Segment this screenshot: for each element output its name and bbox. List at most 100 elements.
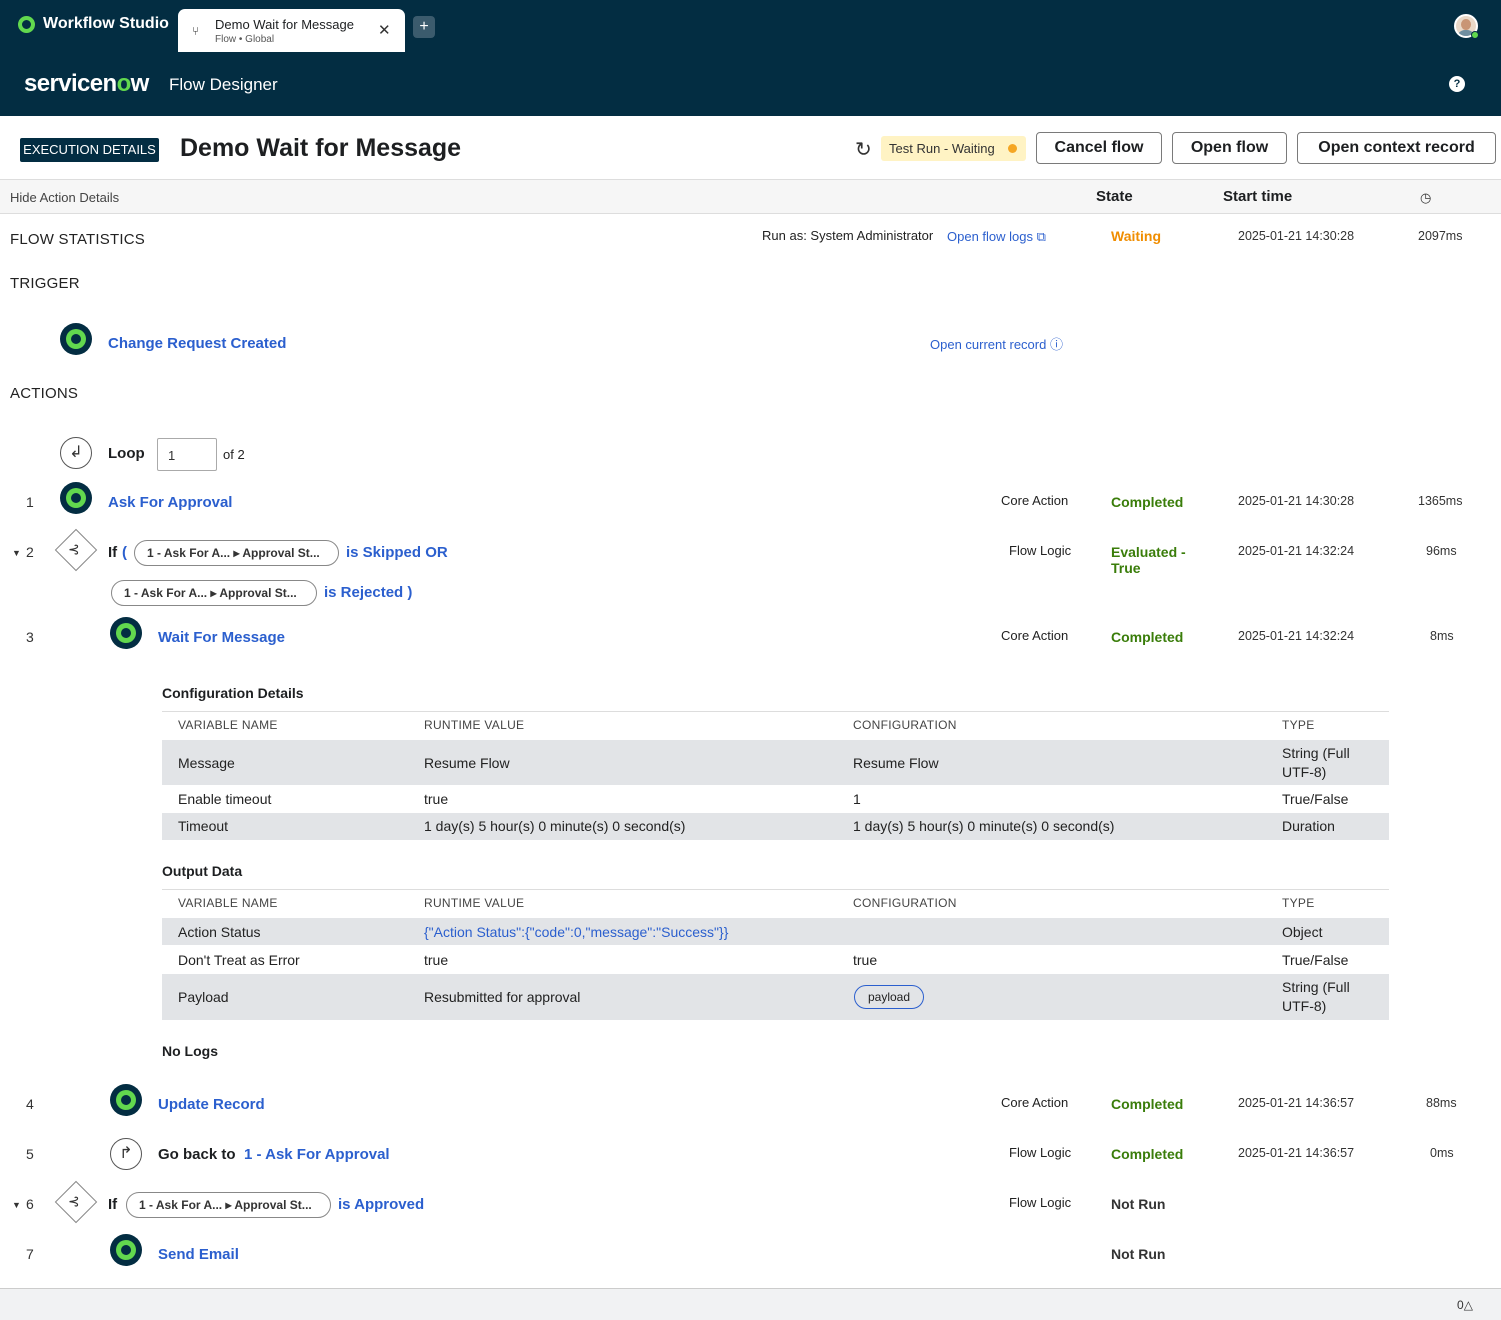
go-back-target-link[interactable]: 1 - Ask For Approval	[244, 1146, 390, 1163]
if-label: If	[108, 1196, 118, 1213]
hide-action-details-link[interactable]: Hide Action Details	[10, 190, 120, 205]
avatar[interactable]	[1454, 14, 1478, 38]
cell-runtime: 1 day(s) 5 hour(s) 0 minute(s) 0 second(…	[424, 818, 686, 834]
cancel-flow-button[interactable]: Cancel flow	[1036, 132, 1162, 164]
data-pill[interactable]: 1 - Ask For A... ▸ Approval St...	[126, 1192, 331, 1218]
cell-config: 1 day(s) 5 hour(s) 0 minute(s) 0 second(…	[853, 818, 1115, 834]
cell-variable: Message	[178, 755, 235, 771]
execution-details-badge: EXECUTION DETAILS	[20, 138, 159, 162]
brand-label: Workflow Studio	[43, 15, 169, 32]
step-name-link[interactable]: Ask For Approval	[108, 494, 233, 511]
step-name-link[interactable]: Update Record	[158, 1096, 265, 1113]
step-start-time: 2025-01-21 14:36:57	[1238, 1096, 1355, 1110]
trigger-heading: TRIGGER	[10, 275, 80, 292]
status-label: Test Run - Waiting	[889, 141, 995, 156]
column-header: TYPE	[1282, 896, 1315, 910]
configuration-details-heading: Configuration Details	[162, 685, 304, 701]
flow-designer-title: Flow Designer	[169, 75, 278, 94]
loop-iteration-input[interactable]: 1	[157, 438, 217, 471]
workflow-studio-logo-icon	[18, 15, 35, 33]
step-start-time: 2025-01-21 14:32:24	[1238, 629, 1355, 643]
step-number: 1	[26, 494, 34, 510]
payload-pill[interactable]: payload	[854, 985, 924, 1009]
table-row	[162, 813, 1389, 840]
pill-part: Approval St...	[242, 546, 320, 560]
loop-icon: ↲	[60, 437, 92, 469]
step-duration: 96ms	[1426, 544, 1457, 558]
state-column-header: State	[1096, 188, 1133, 205]
workflow-studio-brand[interactable]: Workflow Studio	[18, 15, 169, 33]
divider	[162, 711, 1389, 712]
step-duration: 88ms	[1426, 1096, 1457, 1110]
flow-duration: 2097ms	[1418, 229, 1463, 243]
logo-o: o	[116, 70, 132, 97]
tab-subtitle: Flow • Global	[215, 34, 275, 45]
step-number: 6	[26, 1196, 34, 1212]
collapse-caret-icon[interactable]: ▼	[12, 548, 21, 558]
cell-variable: Payload	[178, 989, 229, 1005]
flow-start-time: 2025-01-21 14:30:28	[1238, 229, 1355, 243]
cell-type: True/False	[1282, 952, 1349, 968]
trigger-icon	[60, 323, 92, 355]
refresh-icon[interactable]: ↻	[855, 139, 872, 161]
cell-config: Resume Flow	[853, 755, 939, 771]
go-back-icon: ↱	[110, 1138, 142, 1170]
step-state-cont: True	[1111, 560, 1141, 576]
step-number: 5	[26, 1146, 34, 1162]
step-start-time: 2025-01-21 14:36:57	[1238, 1146, 1355, 1160]
table-row	[162, 918, 1389, 945]
open-context-record-button[interactable]: Open context record	[1297, 132, 1496, 164]
open-current-record-link[interactable]: Open current record ⓘ	[930, 334, 1063, 353]
column-header: CONFIGURATION	[853, 896, 957, 910]
loop-label: Loop	[108, 445, 145, 462]
action-icon	[110, 1234, 142, 1266]
cell-runtime: true	[424, 952, 449, 968]
help-icon[interactable]: ?	[1449, 76, 1465, 92]
cell-type: Duration	[1282, 818, 1335, 834]
tab-demo-wait-for-message[interactable]: ⑂ Demo Wait for Message Flow • Global ✕	[178, 9, 405, 52]
add-tab-button[interactable]: +	[413, 16, 435, 38]
step-name-link[interactable]: Send Email	[158, 1246, 239, 1263]
if-label: If	[108, 544, 118, 561]
go-back-label: Go back to	[158, 1146, 236, 1163]
open-flow-button[interactable]: Open flow	[1172, 132, 1287, 164]
step-duration: 8ms	[1430, 629, 1454, 643]
cell-type-cont: UTF-8)	[1282, 998, 1327, 1014]
column-header: VARIABLE NAME	[178, 896, 278, 910]
avatar-body	[1457, 30, 1475, 36]
step-type: Core Action	[1001, 1095, 1069, 1110]
step-name-link[interactable]: Wait For Message	[158, 629, 285, 646]
divider	[162, 889, 1389, 890]
condition-text: is Approved	[338, 1196, 425, 1213]
action-icon	[110, 617, 142, 649]
open-flow-logs-link[interactable]: Open flow logs ⧉	[947, 229, 1046, 245]
notification-button[interactable]: 0△	[1457, 1298, 1473, 1312]
condition-text: is Rejected )	[324, 584, 413, 601]
start-time-column-header: Start time	[1223, 188, 1293, 205]
data-pill[interactable]: 1 - Ask For A... ▸ Approval St...	[111, 580, 317, 606]
waiting-dot-icon	[1008, 144, 1017, 153]
step-number: 7	[26, 1246, 34, 1262]
open-current-record-label: Open current record	[930, 337, 1047, 352]
cell-runtime-link[interactable]: {"Action Status":{"code":0,"message":"Su…	[424, 924, 729, 940]
trigger-name-link[interactable]: Change Request Created	[108, 335, 287, 352]
collapse-caret-icon[interactable]: ▼	[12, 1200, 21, 1210]
step-state: Completed	[1111, 1146, 1184, 1162]
status-footer: 0△	[0, 1288, 1501, 1320]
close-icon[interactable]: ✕	[378, 22, 391, 39]
table-row	[162, 974, 1389, 1020]
clock-icon: ◷	[1420, 190, 1432, 205]
notification-count: 0	[1457, 1298, 1464, 1312]
pill-part: Approval St...	[234, 1198, 312, 1212]
cell-config: true	[853, 952, 878, 968]
actions-heading: ACTIONS	[10, 385, 79, 402]
cell-variable: Don't Treat as Error	[178, 952, 300, 968]
cell-type: True/False	[1282, 791, 1349, 807]
data-pill[interactable]: 1 - Ask For A... ▸ Approval St...	[134, 540, 339, 566]
cell-config: 1	[853, 791, 861, 807]
step-state: Completed	[1111, 1096, 1184, 1112]
column-header: VARIABLE NAME	[178, 718, 278, 732]
logo-text: servicen	[24, 70, 117, 97]
step-start-time: 2025-01-21 14:32:24	[1238, 544, 1355, 558]
cell-runtime: Resume Flow	[424, 755, 510, 771]
